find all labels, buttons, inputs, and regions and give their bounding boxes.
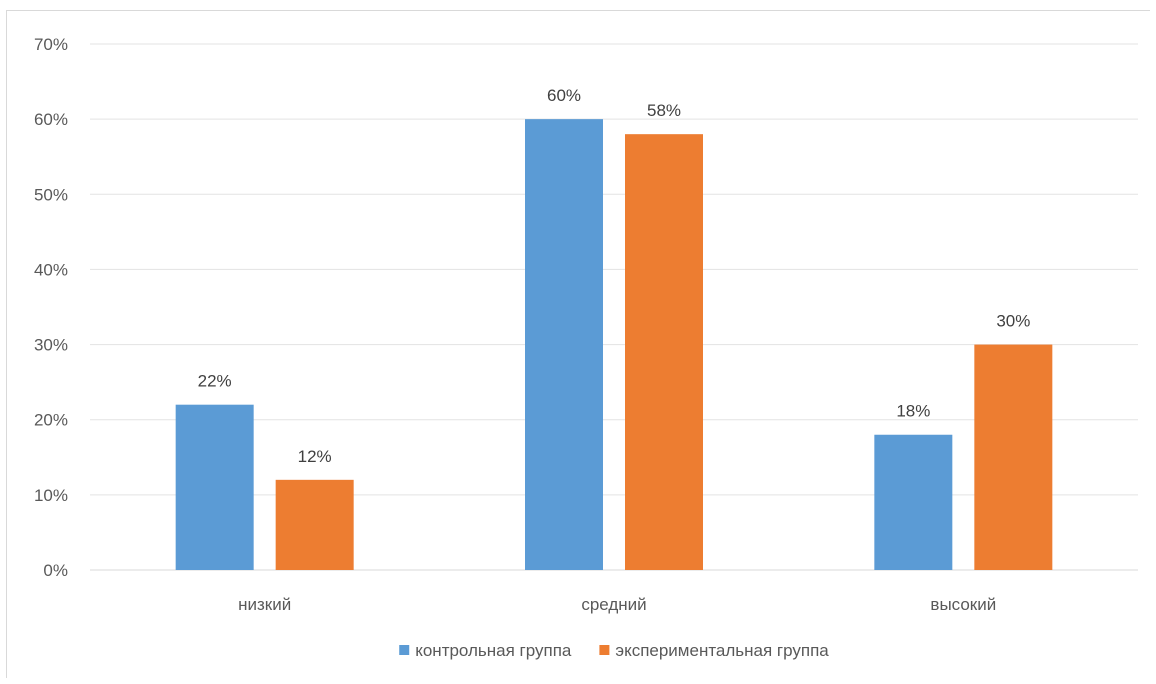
y-tick-label: 30% (34, 336, 68, 355)
x-category-label: средний (581, 595, 646, 614)
bar (525, 119, 603, 571)
bar (974, 344, 1053, 570)
data-label: 18% (896, 402, 930, 421)
data-label: 58% (647, 101, 681, 120)
legend-swatch (599, 645, 610, 655)
legend-swatch (399, 645, 410, 655)
bar (275, 479, 354, 570)
y-tick-label: 50% (34, 185, 68, 204)
legend-label: экспериментальная группа (615, 641, 829, 660)
y-tick-label: 70% (34, 35, 68, 54)
y-tick-label: 40% (34, 260, 68, 279)
bar (874, 434, 953, 570)
legend: контрольная группа экспериментальная груп… (399, 641, 829, 660)
grid-lines (90, 43, 1138, 571)
x-axis-categories: низкий средний высокий (238, 595, 996, 614)
y-tick-label: 10% (34, 486, 68, 505)
data-labels: 22% 12% 60% 58% 18% 30% (198, 86, 1031, 466)
chart-frame (6, 10, 1150, 678)
y-tick-label: 20% (34, 411, 68, 430)
bar (175, 404, 254, 570)
x-category-label: высокий (930, 595, 996, 614)
bars (175, 119, 1053, 571)
data-label: 22% (198, 372, 232, 391)
data-label: 30% (996, 312, 1030, 331)
y-tick-label: 0% (43, 561, 68, 580)
data-label: 12% (298, 447, 332, 466)
data-label: 60% (547, 86, 581, 105)
bar (625, 134, 703, 570)
y-tick-label: 60% (34, 110, 68, 129)
legend-label: контрольная группа (415, 641, 572, 660)
x-category-label: низкий (238, 595, 291, 614)
y-axis-ticks: 0% 10% 20% 30% 40% 50% 60% 70% (34, 35, 68, 580)
